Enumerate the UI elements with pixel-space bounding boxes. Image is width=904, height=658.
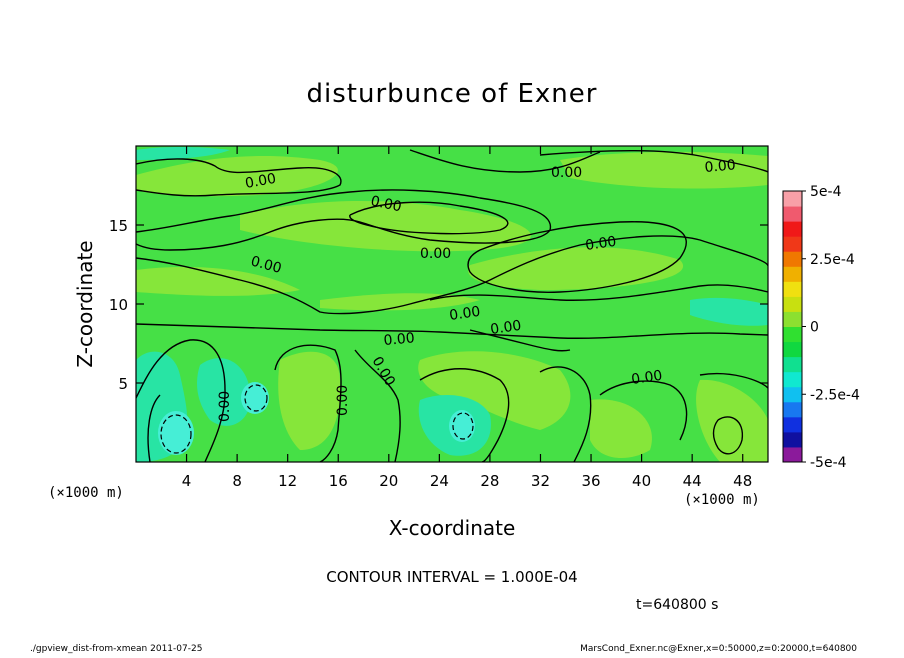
colorbar-tick-label: -2.5e-4 xyxy=(810,387,860,403)
colorbar-labels: 5e-4 2.5e-4 0 -2.5e-4 -5e-4 xyxy=(802,184,860,471)
contour-label: 0.00 xyxy=(551,165,582,181)
x-tick-label: 28 xyxy=(480,472,499,490)
x-unit-label-right: (×1000 m) xyxy=(684,492,760,508)
colorbar-swatch xyxy=(783,416,802,433)
contour-label: 0.00 xyxy=(448,304,481,324)
colorbar-swatch xyxy=(783,326,802,343)
colorbar-swatch xyxy=(783,386,802,403)
colorbar-swatch xyxy=(783,356,802,373)
colorbar xyxy=(782,190,803,463)
colorbar-swatch xyxy=(783,401,802,418)
contour-label: 0.00 xyxy=(217,391,233,422)
contour-label: 0.00 xyxy=(335,385,351,416)
colorbar-tick-label: 0 xyxy=(810,320,819,336)
footer-right: MarsCond_Exner.nc@Exner,x=0:50000,z=0:20… xyxy=(580,644,857,654)
x-axis-title: X-coordinate xyxy=(389,516,516,540)
x-tick-label: 32 xyxy=(531,472,550,490)
colorbar-tick-label: -5e-4 xyxy=(810,455,847,471)
contour-label: 0.00 xyxy=(584,234,617,254)
colorbar-swatch xyxy=(783,206,802,222)
contour-label: 0.00 xyxy=(369,193,403,215)
y-tick-label: 5 xyxy=(118,375,128,393)
x-axis: 4 8 12 16 20 24 28 32 36 40 44 48 xyxy=(182,146,752,490)
contour-label: 0.00 xyxy=(420,246,451,262)
contour-label: 0.00 xyxy=(704,157,736,176)
contour-label: 0.00 xyxy=(249,253,283,277)
y-tick-label: 15 xyxy=(109,217,128,235)
x-tick-label: 36 xyxy=(581,472,600,490)
y-axis: 5 10 15 xyxy=(109,217,768,393)
contour-interval-text: CONTOUR INTERVAL = 1.000E-04 xyxy=(326,568,577,586)
colorbar-swatch xyxy=(783,371,802,388)
colorbar-swatch xyxy=(783,221,802,237)
x-tick-label: 48 xyxy=(733,472,752,490)
y-axis-title: Z-coordinate xyxy=(73,240,97,367)
positive-regions xyxy=(136,151,768,462)
footer-left: ./gpview_dist-from-xmean 2011-07-25 xyxy=(30,644,202,654)
x-tick-label: 20 xyxy=(379,472,398,490)
colorbar-tick-label: 2.5e-4 xyxy=(810,252,855,268)
contour-lines xyxy=(136,149,768,462)
colorbar-swatch xyxy=(783,236,802,252)
colorbar-swatch xyxy=(783,281,802,297)
x-tick-label: 4 xyxy=(182,472,192,490)
x-unit-label-left: (×1000 m) xyxy=(48,485,124,501)
contour-label: 0.00 xyxy=(244,171,277,192)
colorbar-swatch xyxy=(783,341,802,358)
colorbar-swatch xyxy=(783,191,802,207)
contour-label: 0.00 xyxy=(630,368,663,388)
contour-label: 0.00 xyxy=(383,330,415,349)
plot-area: 0.00 0.00 0.00 0.00 0.00 0.00 0.00 0.00 … xyxy=(136,146,768,462)
colorbar-swatch xyxy=(783,446,802,463)
colorbar-swatch xyxy=(783,296,802,312)
chart-title: disturbunce of Exner xyxy=(307,79,598,109)
colorbar-swatch xyxy=(783,311,802,327)
x-tick-label: 16 xyxy=(329,472,348,490)
colorbar-swatch xyxy=(783,251,802,267)
x-tick-label: 12 xyxy=(278,472,297,490)
x-tick-label: 44 xyxy=(683,472,702,490)
x-tick-label: 8 xyxy=(232,472,242,490)
contour-label: 0.00 xyxy=(489,318,522,338)
negative-contours xyxy=(160,384,474,454)
x-tick-label: 24 xyxy=(430,472,449,490)
y-tick-label: 10 xyxy=(109,296,128,314)
x-tick-label: 40 xyxy=(632,472,651,490)
colorbar-tick-label: 5e-4 xyxy=(810,184,842,200)
colorbar-swatch xyxy=(783,431,802,448)
time-text: t=640800 s xyxy=(636,597,718,613)
colorbar-swatch xyxy=(783,266,802,282)
